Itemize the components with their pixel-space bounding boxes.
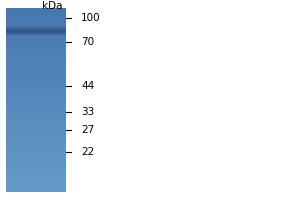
Text: 27: 27 <box>81 125 94 135</box>
Text: 33: 33 <box>81 107 94 117</box>
Text: 100: 100 <box>81 13 100 23</box>
Text: 44: 44 <box>81 81 94 91</box>
Text: 22: 22 <box>81 147 94 157</box>
Text: kDa: kDa <box>42 1 63 11</box>
Text: 70: 70 <box>81 37 94 47</box>
